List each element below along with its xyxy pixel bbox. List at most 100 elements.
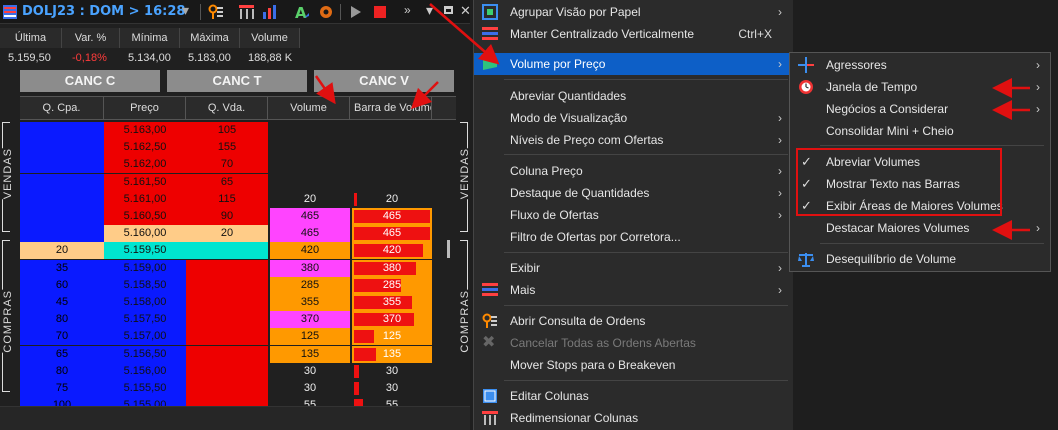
table-row[interactable]: 60 5.158,50 285 285 — [20, 276, 435, 294]
cell-preco[interactable]: 5.160,50 — [104, 208, 186, 225]
chart-bars-icon[interactable] — [262, 4, 278, 20]
column-header-volume[interactable]: Volume — [268, 97, 350, 119]
menu-item-editar-colunas[interactable]: Editar Colunas — [474, 385, 794, 407]
menu-item-niveis-preco[interactable]: Níveis de Preço com Ofertas › — [474, 129, 794, 151]
cell-qcpa[interactable]: 70 — [20, 328, 104, 346]
cell-qvda[interactable] — [186, 345, 268, 363]
cell-qcpa[interactable] — [20, 139, 104, 157]
menu-item-coluna-preco[interactable]: Coluna Preço › — [474, 160, 794, 182]
menu-item-volume-por-preco[interactable]: Volume por Preço › — [474, 53, 794, 75]
cell-qcpa[interactable]: 75 — [20, 380, 104, 397]
cell-qcpa[interactable] — [20, 208, 104, 225]
cancel-all-button[interactable]: CANC T — [167, 70, 307, 92]
table-row[interactable]: 5.160,00 20 465 465 — [20, 225, 435, 243]
cell-qvda[interactable]: 90 — [186, 208, 268, 225]
table-row[interactable]: 65 5.156,50 135 135 — [20, 345, 435, 363]
submenu-item-destacar-maiores[interactable]: Destacar Maiores Volumes › — [790, 217, 1050, 239]
column-header-barra-volume[interactable]: Barra de Volume — [350, 97, 432, 119]
cell-qcpa[interactable] — [20, 122, 104, 139]
menu-item-agrupar-visao[interactable]: Agrupar Visão por Papel › — [474, 1, 794, 23]
cell-qvda[interactable]: 155 — [186, 139, 268, 157]
maximize-icon[interactable] — [444, 6, 453, 14]
table-row[interactable]: 5.163,00 105 — [20, 122, 435, 139]
column-header-qcpa[interactable]: Q. Cpa. — [20, 97, 104, 119]
cell-qvda[interactable] — [186, 259, 268, 277]
menu-item-exibir[interactable]: Exibir › — [474, 257, 794, 279]
cancel-buy-button[interactable]: CANC C — [20, 70, 160, 92]
cell-qcpa[interactable]: 45 — [20, 294, 104, 311]
table-row[interactable]: 5.161,50 65 — [20, 173, 435, 191]
gear-icon[interactable] — [318, 4, 334, 20]
menu-item-filtro-corretora[interactable]: Filtro de Ofertas por Corretora... — [474, 226, 794, 248]
table-row[interactable]: 20 5.159,50 420 420 — [20, 242, 435, 260]
table-row[interactable]: 5.160,50 90 465 465 — [20, 208, 435, 225]
cell-preco[interactable]: 5.160,00 — [104, 225, 186, 243]
cell-preco[interactable]: 5.161,00 — [104, 190, 186, 208]
scrollbar-thumb[interactable] — [447, 240, 450, 258]
cell-preco[interactable]: 5.158,00 — [104, 294, 186, 311]
submenu-item-janela-tempo[interactable]: Janela de Tempo › — [790, 76, 1050, 98]
table-row[interactable]: 45 5.158,00 355 355 — [20, 294, 435, 311]
submenu-item-abreviar-volumes[interactable]: ✓ Abreviar Volumes — [790, 151, 1050, 173]
window-dropdown-icon[interactable]: ▾ — [426, 2, 434, 18]
menu-item-mover-stops[interactable]: Mover Stops para o Breakeven — [474, 354, 794, 376]
table-row[interactable]: 80 5.156,00 30 30 — [20, 362, 435, 380]
menu-item-redimensionar-colunas[interactable]: Redimensionar Colunas — [474, 407, 794, 429]
cell-qvda[interactable]: 70 — [186, 156, 268, 174]
table-row[interactable]: 75 5.155,50 30 30 — [20, 380, 435, 397]
cell-preco[interactable]: 5.162,00 — [104, 156, 186, 174]
cell-preco[interactable]: 5.162,50 — [104, 139, 186, 157]
submenu-item-consolidar[interactable]: Consolidar Mini + Cheio — [790, 120, 1050, 142]
cell-preco[interactable]: 5.155,50 — [104, 380, 186, 397]
table-row[interactable]: 5.161,00 115 20 20 — [20, 190, 435, 208]
column-header-preco[interactable]: Preço — [104, 97, 186, 119]
cell-qcpa[interactable] — [20, 156, 104, 174]
cell-qcpa[interactable]: 35 — [20, 259, 104, 277]
cancel-sell-button[interactable]: CANC V — [314, 70, 454, 92]
menu-item-modo-visualizacao[interactable]: Modo de Visualização › — [474, 107, 794, 129]
table-row[interactable]: 70 5.157,00 125 125 — [20, 328, 435, 346]
cell-qcpa[interactable]: 60 — [20, 276, 104, 294]
cell-qcpa[interactable]: 20 — [20, 242, 104, 260]
cell-qcpa[interactable] — [20, 190, 104, 208]
menu-item-abreviar-quantidades[interactable]: Abreviar Quantidades — [474, 85, 794, 107]
cell-preco[interactable]: 5.157,50 — [104, 311, 186, 329]
cell-qvda[interactable] — [186, 294, 268, 311]
cell-preco[interactable]: 5.156,50 — [104, 345, 186, 363]
cell-qvda[interactable]: 20 — [186, 225, 268, 243]
cell-qvda[interactable]: 115 — [186, 190, 268, 208]
menu-item-fluxo-ofertas[interactable]: Fluxo de Ofertas › — [474, 204, 794, 226]
menu-item-destaque-quantidades[interactable]: Destaque de Quantidades › — [474, 182, 794, 204]
close-icon[interactable]: ✕ — [460, 3, 470, 18]
cell-qvda[interactable]: 65 — [186, 173, 268, 191]
cell-qvda[interactable] — [186, 242, 268, 260]
overflow-chevrons-icon[interactable]: » — [404, 3, 411, 17]
cell-preco[interactable]: 5.157,00 — [104, 328, 186, 346]
columns-icon[interactable] — [238, 4, 254, 20]
cell-preco[interactable]: 5.156,00 — [104, 362, 186, 380]
cell-qvda[interactable] — [186, 311, 268, 329]
cell-preco[interactable]: 5.159,50 — [104, 242, 186, 260]
order-key-icon[interactable] — [208, 4, 224, 20]
cell-qvda[interactable] — [186, 276, 268, 294]
table-row[interactable]: 80 5.157,50 370 370 — [20, 311, 435, 329]
cell-qcpa[interactable] — [20, 173, 104, 191]
cell-qvda[interactable] — [186, 380, 268, 397]
table-row[interactable]: 5.162,50 155 — [20, 139, 435, 157]
submenu-item-mostrar-texto[interactable]: ✓ Mostrar Texto nas Barras — [790, 173, 1050, 195]
dropdown-chevron-icon[interactable]: ▾ — [182, 2, 190, 18]
cell-preco[interactable]: 5.158,50 — [104, 276, 186, 294]
table-row[interactable]: 5.162,00 70 — [20, 156, 435, 174]
cell-qcpa[interactable] — [20, 225, 104, 243]
menu-item-manter-centralizado[interactable]: Manter Centralizado Verticalmente Ctrl+X — [474, 23, 794, 45]
column-header-qvda[interactable]: Q. Vda. — [186, 97, 268, 119]
stop-icon[interactable] — [372, 4, 388, 20]
cell-preco[interactable]: 5.159,00 — [104, 259, 186, 277]
cell-qcpa[interactable]: 65 — [20, 345, 104, 363]
menu-item-mais[interactable]: Mais › — [474, 279, 794, 301]
play-icon[interactable] — [348, 4, 364, 20]
cell-qvda[interactable] — [186, 328, 268, 346]
cell-qcpa[interactable]: 80 — [20, 311, 104, 329]
submenu-item-exibir-areas[interactable]: ✓ Exibir Áreas de Maiores Volumes — [790, 195, 1050, 217]
cell-qvda[interactable] — [186, 362, 268, 380]
